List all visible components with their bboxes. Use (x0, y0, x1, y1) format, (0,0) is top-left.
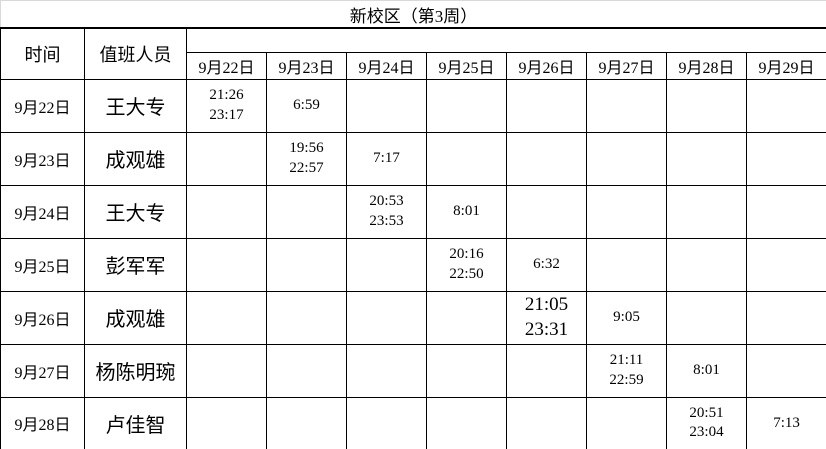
time-cell: 6:32 (506, 237, 587, 292)
row-date: 9月24日 (0, 184, 85, 239)
time-cell (586, 78, 667, 133)
time-cell: 21:26 23:17 (186, 78, 267, 133)
time-cell (666, 237, 747, 292)
time-cell (745, 78, 826, 133)
time-cell (346, 78, 427, 133)
time-cell: 20:51 23:04 (666, 396, 747, 449)
time-cell (666, 184, 747, 239)
time-cell (586, 396, 667, 449)
header-spacer (185, 27, 826, 53)
time-cell (586, 184, 667, 239)
header-date: 9月25日 (426, 51, 507, 80)
header-date: 9月29日 (745, 51, 826, 80)
time-cell (266, 396, 347, 449)
title-row: 新校区（第3周） (0, 0, 826, 29)
time-cell (426, 343, 507, 398)
time-cell (745, 131, 826, 186)
time-cell (586, 237, 667, 292)
time-cell (745, 290, 826, 345)
time-cell: 20:16 22:50 (426, 237, 507, 292)
row-person: 卢佳智 (84, 396, 187, 449)
header-date: 9月28日 (666, 51, 747, 80)
header-person: 值班人员 (84, 27, 187, 80)
time-cell (186, 237, 267, 292)
row-person: 成观雄 (84, 131, 187, 186)
time-cell (266, 343, 347, 398)
time-cell: 21:11 22:59 (586, 343, 667, 398)
time-cell (745, 343, 826, 398)
row-person: 王大专 (84, 184, 187, 239)
time-cell (745, 184, 826, 239)
time-cell: 7:17 (346, 131, 427, 186)
time-cell: 6:59 (266, 78, 347, 133)
row-person: 王大专 (84, 78, 187, 133)
time-cell (186, 343, 267, 398)
time-cell (346, 343, 427, 398)
table-title: 新校区（第3周） (0, 0, 826, 29)
header-row-top: 时间 值班人员 (0, 27, 826, 80)
time-cell (745, 237, 826, 292)
time-cell: 8:01 (426, 184, 507, 239)
time-cell (666, 131, 747, 186)
row-person: 杨陈明琬 (84, 343, 187, 398)
time-cell (506, 396, 587, 449)
header-date: 9月24日 (346, 51, 427, 80)
header-date: 9月22日 (186, 51, 267, 80)
table-row: 9月25日 彭军军 20:16 22:50 6:32 (0, 237, 826, 292)
time-cell (346, 396, 427, 449)
time-cell (346, 237, 427, 292)
row-date: 9月23日 (0, 131, 85, 186)
header-time: 时间 (0, 27, 85, 80)
time-cell (506, 184, 587, 239)
time-cell (186, 290, 267, 345)
row-date: 9月27日 (0, 343, 85, 398)
time-cell (266, 184, 347, 239)
time-cell (186, 396, 267, 449)
time-cell (186, 184, 267, 239)
time-cell (506, 131, 587, 186)
time-cell (266, 290, 347, 345)
table-row: 9月24日 王大专 20:53 23:53 8:01 (0, 184, 826, 239)
table-row: 9月26日 成观雄 21:05 23:31 9:05 (0, 290, 826, 345)
time-cell (586, 131, 667, 186)
time-cell (666, 290, 747, 345)
row-date: 9月26日 (0, 290, 85, 345)
time-cell (426, 131, 507, 186)
time-cell (506, 78, 587, 133)
table-row: 9月28日 卢佳智 20:51 23:04 7:13 (0, 396, 826, 449)
time-cell (426, 396, 507, 449)
time-cell (506, 343, 587, 398)
row-date: 9月28日 (0, 396, 85, 449)
time-cell (266, 237, 347, 292)
table-row: 9月23日 成观雄 19:56 22:57 7:17 (0, 131, 826, 186)
row-person: 成观雄 (84, 290, 187, 345)
time-cell (426, 78, 507, 133)
time-cell: 21:05 23:31 (506, 290, 587, 345)
header-row-dates: 9月22日 9月23日 9月24日 9月25日 9月26日 9月27日 9月28… (1, 51, 826, 80)
time-cell: 7:13 (745, 396, 826, 449)
time-cell: 9:05 (586, 290, 667, 345)
table-row: 9月27日 杨陈明琬 21:11 22:59 8:01 (0, 343, 826, 398)
time-cell (346, 290, 427, 345)
time-cell: 8:01 (666, 343, 747, 398)
time-cell: 20:53 23:53 (346, 184, 427, 239)
time-cell: 19:56 22:57 (266, 131, 347, 186)
header-date: 9月26日 (506, 51, 587, 80)
header-date: 9月23日 (266, 51, 347, 80)
time-cell (186, 131, 267, 186)
header-date: 9月27日 (586, 51, 667, 80)
time-cell (666, 78, 747, 133)
row-person: 彭军军 (84, 237, 187, 292)
table-row: 9月22日 王大专 21:26 23:17 6:59 (0, 78, 826, 133)
row-date: 9月25日 (0, 237, 85, 292)
time-cell (426, 290, 507, 345)
row-date: 9月22日 (0, 78, 85, 133)
